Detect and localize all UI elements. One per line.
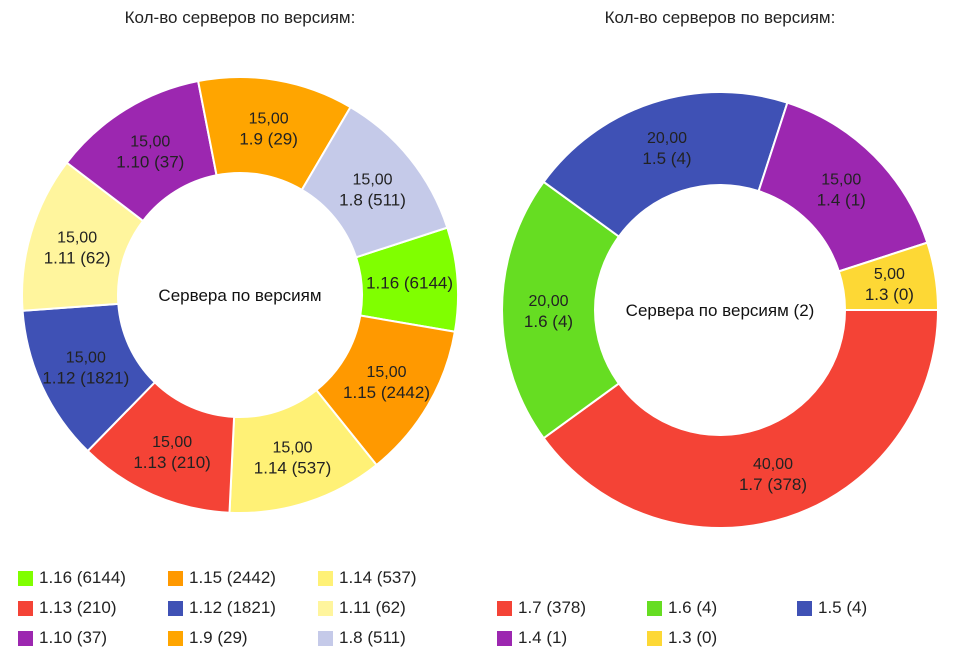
legend-item-1-11-62[interactable]: 1.11 (62): [318, 598, 406, 618]
donut-chart-left: 1.16 (6144) 15,00 1.15 (2442) 15,00 1.14 (53…: [21, 76, 459, 514]
legend-swatch: [647, 600, 662, 616]
legend-label: 1.8 (511): [339, 628, 406, 647]
slice-value-label: 15,00: [367, 364, 407, 381]
legend-swatch: [318, 570, 333, 586]
slice-value-label: 15,00: [353, 172, 393, 189]
legend-label: 1.12 (1821): [189, 598, 276, 617]
legend-item-1-12-1821[interactable]: 1.12 (1821): [168, 598, 276, 618]
slice-value-label: 5,00: [874, 266, 905, 283]
legend-label: 1.3 (0): [668, 628, 718, 647]
slice-1-7-378[interactable]: [542, 309, 940, 529]
slice-name-label: 1.3 (0): [865, 285, 914, 304]
slice-name-label: 1.8 (511): [339, 191, 406, 210]
slice-1-6-4[interactable]: [501, 180, 621, 440]
legend-item-1-16-6144[interactable]: 1.16 (6144): [18, 568, 126, 588]
slice-name-label: 1.16 (6144): [366, 274, 453, 293]
slice-1-8-511[interactable]: [300, 105, 449, 259]
slice-name-label: 1.6 (4): [524, 312, 573, 331]
legend-label: 1.4 (1): [518, 628, 568, 647]
legend-label: 1.6 (4): [668, 598, 718, 617]
slice-value-label: 15,00: [249, 110, 289, 127]
legend-swatch: [18, 600, 33, 616]
slice-value-label: 15,00: [821, 172, 861, 189]
slice-value-label: 40,00: [753, 456, 793, 473]
legend-item-1-5-4[interactable]: 1.5 (4): [797, 598, 867, 618]
legend-label: 1.9 (29): [189, 628, 248, 647]
slice-value-label: 20,00: [528, 293, 568, 310]
slice-name-label: 1.15 (2442): [343, 383, 430, 402]
legend-item-1-15-2442[interactable]: 1.15 (2442): [168, 568, 276, 588]
slice-1-5-4[interactable]: [542, 91, 789, 238]
slice-value-label: 15,00: [273, 440, 313, 457]
slice-value-label: 15,00: [152, 434, 192, 451]
legend-label: 1.13 (210): [39, 598, 117, 617]
legend-item-1-13-210[interactable]: 1.13 (210): [18, 598, 117, 618]
slice-name-label: 1.10 (37): [116, 153, 184, 172]
slice-name-label: 1.5 (4): [642, 149, 691, 168]
legend-swatch: [318, 600, 333, 616]
slice-name-label: 1.12 (1821): [42, 369, 129, 388]
legend-swatch: [318, 630, 333, 646]
center-label: Сервера по версиям: [158, 286, 321, 305]
slice-name-label: 1.13 (210): [133, 453, 211, 472]
legend-item-1-3-0[interactable]: 1.3 (0): [647, 628, 717, 648]
legend-item-1-10-37[interactable]: 1.10 (37): [18, 628, 107, 648]
center-label: Сервера по версиям (2): [626, 301, 815, 320]
legend-label: 1.11 (62): [339, 598, 406, 617]
legend-item-1-4-1[interactable]: 1.4 (1): [497, 628, 567, 648]
slice-name-label: 1.7 (378): [739, 475, 807, 494]
slice-value-label: 15,00: [66, 350, 106, 367]
legend-label: 1.16 (6144): [39, 568, 126, 587]
donut-chart-right: 40,00 1.7 (378) 20,00 1.6 (4) 20,00 1.5 (4) 15…: [501, 91, 940, 529]
legend-label: 1.7 (378): [518, 598, 587, 617]
legend-item-1-6-4[interactable]: 1.6 (4): [647, 598, 717, 618]
legend-label: 1.10 (37): [39, 628, 108, 647]
slice-1-3-0[interactable]: [837, 241, 940, 311]
legend-swatch: [168, 570, 183, 586]
chart-title-left: Кол-во серверов по версиям:: [124, 8, 356, 27]
slice-name-label: 1.4 (1): [817, 191, 866, 210]
legend-label: 1.5 (4): [818, 598, 868, 617]
slice-value-label: 20,00: [647, 130, 687, 147]
legend-swatch: [497, 600, 512, 616]
legend-item-1-7-378[interactable]: 1.7 (378): [497, 598, 586, 618]
legend-item-1-14-537[interactable]: 1.14 (537): [318, 568, 417, 588]
legend-swatch: [497, 630, 512, 646]
slice-name-label: 1.11 (62): [44, 248, 111, 267]
legend-swatch: [647, 630, 662, 646]
legend-label: 1.14 (537): [339, 568, 417, 587]
slice-value-label: 15,00: [130, 134, 170, 151]
legend-swatch: [18, 570, 33, 586]
legend-swatch: [168, 630, 183, 646]
legend-swatch: [18, 630, 33, 646]
legend-label: 1.15 (2442): [189, 568, 276, 587]
legend-swatch: [797, 600, 812, 616]
slice-name-label: 1.14 (537): [254, 459, 332, 478]
legend-item-1-8-511[interactable]: 1.8 (511): [318, 628, 406, 648]
slice-name-label: 1.9 (29): [239, 129, 298, 148]
slice-value-label: 15,00: [57, 229, 97, 246]
legend-swatch: [168, 600, 183, 616]
legend-item-1-9-29[interactable]: 1.9 (29): [168, 628, 248, 648]
chart-title-right: Кол-во серверов по версиям:: [604, 8, 836, 27]
